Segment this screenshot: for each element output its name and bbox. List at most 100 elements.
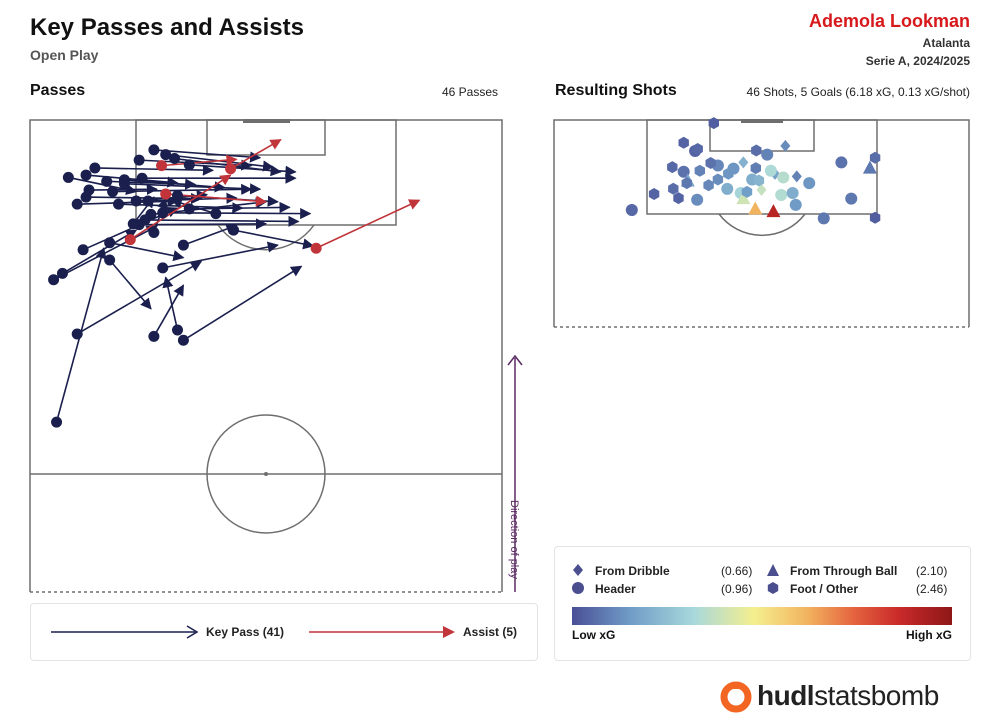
page-title: Key Passes and Assists <box>30 14 304 41</box>
shot-hexagon <box>668 182 679 195</box>
assist-legend-label: Assist (5) <box>463 625 518 639</box>
shot-hexagon <box>741 185 753 198</box>
key-pass-start-dot <box>80 191 92 203</box>
key-pass-start-dot <box>142 195 154 207</box>
key-pass-line <box>112 183 253 195</box>
through-ball-legend-icon <box>767 564 779 576</box>
header-legend-icon <box>572 582 584 594</box>
assist-start-dot <box>124 234 136 246</box>
key-pass-start-dot <box>136 172 148 184</box>
shots-summary: 46 Shots, 5 Goals (6.18 xG, 0.13 xG/shot… <box>746 85 970 99</box>
assist-start-dot <box>310 242 322 254</box>
key-pass-line <box>76 260 203 335</box>
key-pass-start-dot <box>104 237 116 249</box>
key-pass-start-dot <box>157 207 169 219</box>
key-pass-line <box>88 183 158 195</box>
shot-hexagon <box>705 157 716 169</box>
shot-triangle <box>862 160 877 174</box>
shot-circle <box>845 192 858 205</box>
shot-circle <box>786 186 799 199</box>
shot-legend: From Dribble (0.66) From Through Ball (2… <box>554 546 971 661</box>
assist-start-dot <box>160 188 172 200</box>
shot-hexagon <box>673 192 684 205</box>
key-pass-line <box>109 259 152 310</box>
shot-circle <box>817 212 830 225</box>
key-pass-start-dot <box>172 190 183 202</box>
pass-marks <box>48 138 421 428</box>
shot-diamond <box>756 183 767 196</box>
shot-hexagon <box>869 151 881 164</box>
key-pass-start-dot <box>210 208 222 220</box>
assist-start-dot <box>225 163 237 175</box>
shot-hexagon <box>708 117 719 130</box>
key-pass-start-dot <box>177 334 189 346</box>
logo-bold: hudl <box>757 680 815 711</box>
assist-start-dot <box>156 160 168 172</box>
key-pass-line <box>233 229 315 250</box>
passes-heading: Passes <box>30 82 86 99</box>
key-pass-start-dot <box>62 171 74 183</box>
key-pass-start-dot <box>107 186 119 198</box>
team-name: Atalanta <box>922 36 970 50</box>
low-xg-label: Low xG <box>572 628 616 642</box>
passes-count: 46 Passes <box>441 85 498 99</box>
shot-circle <box>677 165 690 178</box>
foot-legend-label: Foot / Other <box>790 582 858 596</box>
page-subtitle: Open Play <box>30 47 99 63</box>
dribble-legend-label: From Dribble <box>595 564 670 578</box>
shot-hexagon <box>723 167 734 180</box>
key-pass-start-dot <box>51 416 63 428</box>
shot-hexagon <box>751 144 762 157</box>
key-pass-start-dot <box>157 262 169 274</box>
key-pass-start-dot <box>48 274 60 286</box>
centre-circle <box>206 414 326 534</box>
pitch-lines <box>29 119 503 593</box>
key-pass-start-dot <box>77 244 89 256</box>
key-pass-start-dot <box>118 178 130 190</box>
key-pass-start-dot <box>133 154 145 166</box>
key-pass-start-dot <box>130 195 142 207</box>
shot-marks <box>625 117 881 225</box>
shot-diamond <box>738 156 749 169</box>
header-legend-value: (0.96) <box>721 582 753 596</box>
key-pass-line <box>145 215 300 227</box>
key-pass-line <box>153 149 262 163</box>
xg-colorbar <box>572 607 952 625</box>
shot-circle <box>764 164 777 177</box>
key-pass-start-dot <box>172 324 183 336</box>
assist-line <box>315 199 421 249</box>
shot-hexagon <box>692 143 703 155</box>
key-pass-start-dot <box>160 149 172 161</box>
key-pass-line <box>183 223 238 246</box>
key-pass-start-dot <box>177 239 189 251</box>
through-ball-legend-label: From Through Ball <box>790 564 898 578</box>
shot-circle <box>777 171 790 184</box>
shot-hexagon <box>750 162 761 175</box>
key-pass-start-dot <box>56 267 68 279</box>
shot-circle <box>775 189 788 202</box>
centre-spot <box>264 472 268 476</box>
key-pass-start-dot <box>169 153 181 165</box>
key-pass-start-dot <box>71 328 83 340</box>
key-pass-start-dot <box>101 175 113 187</box>
shot-hexagon <box>667 161 678 174</box>
shot-diamond <box>791 170 802 183</box>
key-pass-legend-arrow <box>51 625 199 639</box>
shot-hexagon <box>681 177 692 190</box>
foot-legend-value: (2.46) <box>916 582 948 596</box>
key-pass-start-dot <box>228 224 240 236</box>
key-pass-start-dot <box>183 203 195 215</box>
key-pass-line <box>109 241 185 262</box>
shot-hexagon <box>753 174 765 187</box>
season-label: Serie A, 2024/2025 <box>865 54 970 68</box>
header-legend-label: Header <box>595 582 636 596</box>
shot-triangle <box>736 191 751 205</box>
shot-circle <box>721 182 734 195</box>
high-xg-label: High xG <box>905 628 952 642</box>
key-pass-start-dot <box>148 226 160 238</box>
penalty-arc <box>217 224 315 251</box>
key-pass-start-dot <box>127 218 139 230</box>
assist-line <box>161 154 238 167</box>
shot-penalty-arc <box>718 213 806 237</box>
shots-heading: Resulting Shots <box>555 82 677 99</box>
